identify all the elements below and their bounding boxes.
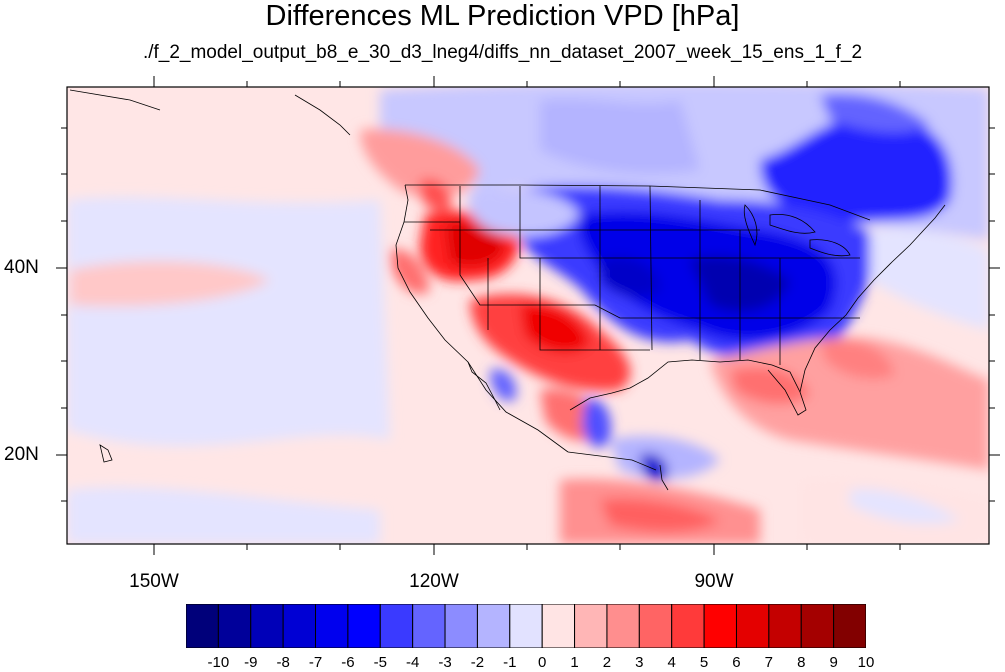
colorbar-tick-label: 1 (570, 654, 579, 671)
colorbar-tick-label: -2 (470, 654, 485, 671)
colorbar-swatch (703, 604, 737, 648)
colorbar-tick-label: 10 (857, 654, 875, 671)
pacific-pink-tongue (70, 261, 270, 307)
colorbar-tick-label: -9 (244, 654, 258, 671)
pacific-pale-blue (67, 197, 390, 447)
lat-label-40n: 40N (4, 257, 39, 278)
colorbar-swatch (606, 604, 640, 648)
colorbar-tick-label: -8 (276, 654, 290, 671)
colorbar-swatch (509, 604, 543, 648)
colorbar-tick-label: -3 (438, 654, 452, 671)
colorbar-tick-label: -7 (308, 654, 323, 671)
colorbar-swatch (574, 604, 608, 648)
gulf-coastline (569, 359, 807, 416)
colorbar-swatch (379, 604, 414, 648)
colorbar-swatch (412, 604, 446, 648)
colorbar-swatch (315, 604, 349, 648)
colorbar-swatch (217, 604, 252, 648)
colorbar (186, 604, 866, 648)
map-plot (56, 76, 1000, 555)
colorbar-tick-label: 0 (538, 654, 547, 671)
colorbar-swatch (250, 604, 284, 648)
pnw-pink (360, 129, 480, 199)
lon-label-90w: 90W (694, 571, 734, 592)
colorbar-swatch (347, 604, 381, 648)
atlantic-coastline (799, 204, 946, 393)
south-pacific-pale-blue (67, 487, 380, 544)
colorbar-swatch (638, 604, 673, 648)
lat-label-20n: 20N (4, 444, 39, 465)
field-layer (67, 87, 989, 544)
colorbar-swatch (671, 604, 705, 648)
colorbar-tick-label: 2 (602, 654, 612, 671)
colorbar-tick-label: -4 (405, 654, 420, 671)
map-subtitle: ./f_2_model_output_b8_e_30_d3_lneg4/diff… (142, 42, 863, 63)
colorbar-swatch (541, 604, 576, 648)
colorbar-swatch (476, 604, 511, 648)
colorbar-swatch (768, 604, 802, 648)
axis-ticks (56, 76, 1000, 555)
colorbar-tick-label: 7 (764, 654, 774, 671)
colorbar-tick-label: -6 (341, 654, 355, 671)
colorbar-tick-label: -1 (503, 654, 517, 671)
colorbar-swatch (735, 604, 770, 648)
colorbar-swatch (833, 604, 866, 648)
quebec-deep-blue (760, 118, 952, 225)
colorbar-swatch (800, 604, 835, 648)
colorbar-swatch (444, 604, 478, 648)
map-title: Differences ML Prediction VPD [hPa] (265, 0, 740, 32)
colorbar-tick-label: -10 (207, 654, 230, 671)
colorbar-swatch (186, 604, 219, 648)
colorbar-tick-label: 8 (797, 654, 806, 671)
lon-label-150w: 150W (129, 571, 179, 592)
colorbar-tick-label: 9 (829, 654, 838, 671)
colorbar-swatch (282, 604, 317, 648)
colorbar-tick-label: 3 (635, 654, 644, 671)
colorbar-tick-label: 5 (699, 654, 709, 671)
boundaries (69, 89, 946, 491)
colorbar-tick-label: 4 (667, 654, 676, 671)
colorbar-tick-label: 6 (732, 654, 741, 671)
lon-label-120w: 120W (409, 571, 459, 592)
colorbar-tick-label: -5 (373, 654, 387, 671)
